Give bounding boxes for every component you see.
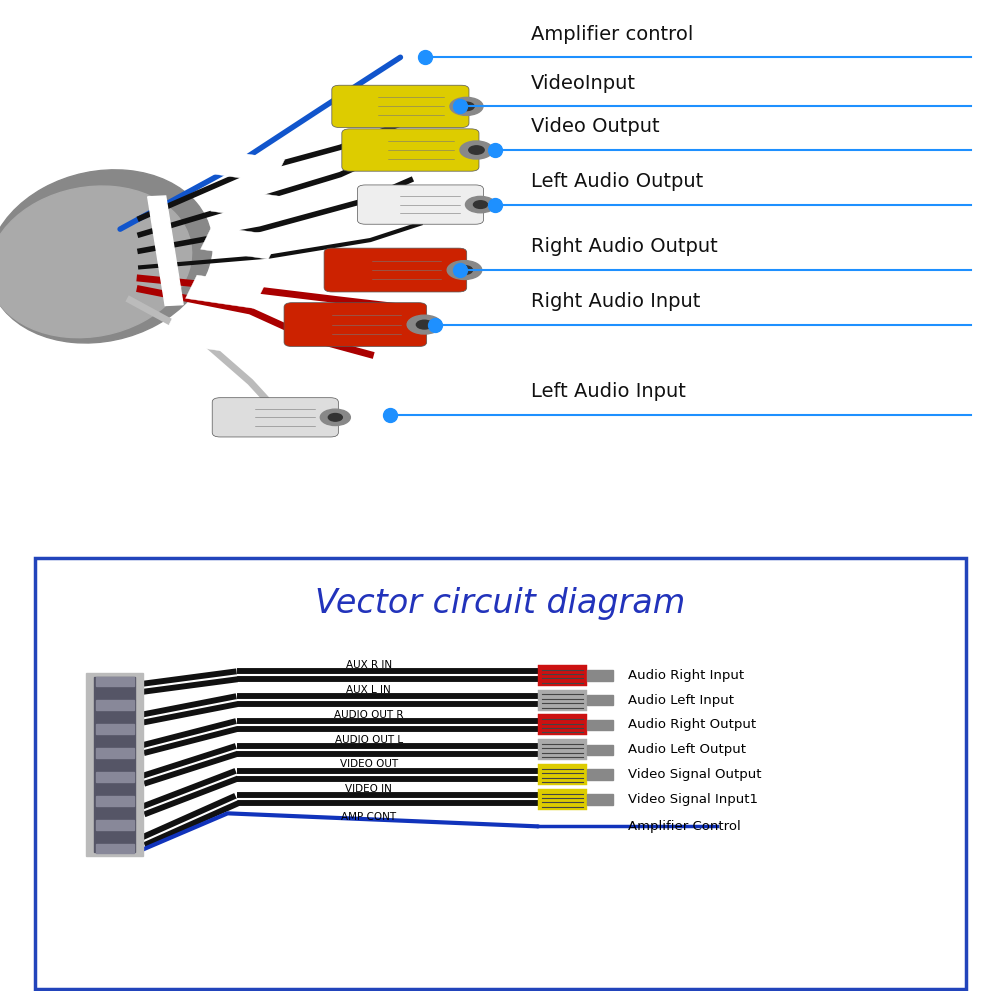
Bar bbox=[86, 673, 143, 856]
Text: AUDIO OUT L: AUDIO OUT L bbox=[334, 735, 402, 745]
Bar bbox=[539, 789, 587, 810]
Circle shape bbox=[407, 315, 441, 334]
Text: Video Output: Video Output bbox=[531, 117, 659, 136]
Text: Left Audio Output: Left Audio Output bbox=[531, 172, 703, 191]
Bar bbox=[96, 772, 133, 782]
Circle shape bbox=[328, 413, 342, 421]
Circle shape bbox=[459, 141, 492, 159]
Text: Amplifier control: Amplifier control bbox=[531, 25, 693, 44]
Text: AUDIO OUT R: AUDIO OUT R bbox=[334, 710, 403, 720]
Bar bbox=[96, 725, 133, 734]
Bar bbox=[94, 678, 135, 852]
Text: Right Audio Output: Right Audio Output bbox=[531, 237, 718, 256]
Text: AMP CONT: AMP CONT bbox=[341, 812, 396, 822]
Text: Left Audio Input: Left Audio Input bbox=[531, 382, 686, 401]
Text: AUX L IN: AUX L IN bbox=[346, 685, 391, 695]
Bar bbox=[96, 749, 133, 758]
Circle shape bbox=[320, 409, 350, 425]
Bar bbox=[96, 677, 133, 687]
Bar bbox=[539, 740, 587, 760]
Text: Video Signal Input1: Video Signal Input1 bbox=[628, 793, 758, 806]
Circle shape bbox=[468, 146, 484, 154]
FancyBboxPatch shape bbox=[341, 129, 478, 171]
Bar bbox=[587, 794, 614, 805]
Bar bbox=[539, 690, 587, 711]
Bar bbox=[185, 275, 264, 308]
Bar bbox=[210, 188, 289, 221]
FancyBboxPatch shape bbox=[212, 397, 338, 437]
FancyBboxPatch shape bbox=[357, 185, 483, 224]
Bar bbox=[175, 111, 254, 144]
Text: Audio Right Input: Audio Right Input bbox=[628, 669, 744, 682]
Bar bbox=[148, 196, 183, 305]
Circle shape bbox=[416, 320, 432, 329]
Circle shape bbox=[450, 97, 483, 115]
Bar bbox=[200, 226, 279, 259]
Bar bbox=[96, 844, 133, 854]
Ellipse shape bbox=[0, 186, 191, 337]
Text: Amplifier Control: Amplifier Control bbox=[628, 820, 741, 833]
Bar bbox=[96, 796, 133, 806]
Text: Right Audio Input: Right Audio Input bbox=[531, 292, 700, 311]
Circle shape bbox=[447, 260, 481, 279]
Text: AUX R IN: AUX R IN bbox=[345, 660, 391, 670]
Text: VIDEO IN: VIDEO IN bbox=[345, 784, 392, 794]
Bar bbox=[539, 715, 587, 736]
Bar bbox=[587, 770, 614, 780]
Bar bbox=[96, 820, 133, 830]
Ellipse shape bbox=[0, 170, 212, 343]
Bar bbox=[539, 764, 587, 785]
Bar bbox=[587, 695, 614, 706]
FancyBboxPatch shape bbox=[284, 302, 426, 346]
Circle shape bbox=[473, 201, 487, 208]
Bar bbox=[539, 665, 587, 686]
Circle shape bbox=[456, 265, 472, 274]
Bar bbox=[160, 318, 239, 352]
Text: VIDEO OUT: VIDEO OUT bbox=[339, 760, 397, 770]
Text: Audio Left Output: Audio Left Output bbox=[628, 744, 746, 757]
Bar bbox=[96, 701, 133, 710]
Circle shape bbox=[465, 196, 495, 213]
Bar bbox=[587, 745, 614, 755]
Text: Audio Right Output: Audio Right Output bbox=[628, 719, 756, 732]
Text: Audio Left Input: Audio Left Input bbox=[628, 694, 734, 707]
Text: VideoInput: VideoInput bbox=[531, 74, 636, 93]
Bar bbox=[587, 670, 614, 681]
Bar bbox=[587, 720, 614, 730]
Text: Vector circuit diagram: Vector circuit diagram bbox=[315, 587, 686, 620]
Circle shape bbox=[458, 102, 474, 110]
Bar bbox=[205, 150, 284, 183]
FancyBboxPatch shape bbox=[324, 248, 466, 292]
Text: Video Signal Output: Video Signal Output bbox=[628, 768, 761, 781]
FancyBboxPatch shape bbox=[332, 85, 468, 127]
